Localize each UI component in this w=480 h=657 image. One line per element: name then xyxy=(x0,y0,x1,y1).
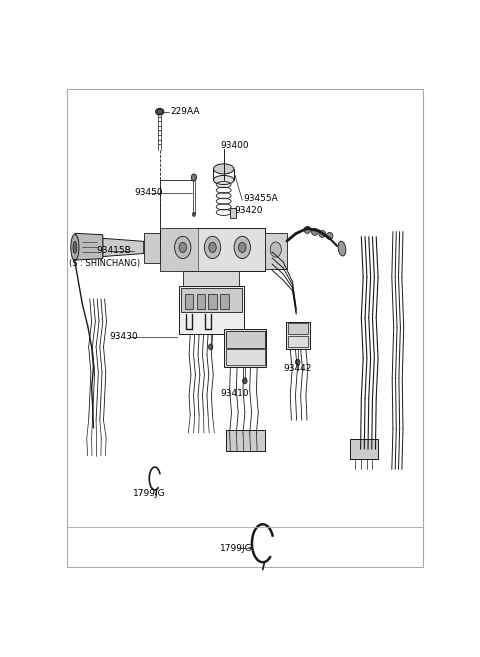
Circle shape xyxy=(179,242,186,252)
Text: 93415B: 93415B xyxy=(96,246,131,256)
Bar xyxy=(226,331,264,348)
Ellipse shape xyxy=(157,110,163,114)
Bar xyxy=(226,350,264,365)
Text: 93430: 93430 xyxy=(109,332,138,342)
Circle shape xyxy=(204,237,221,259)
Bar xyxy=(196,294,204,309)
Bar xyxy=(226,430,264,451)
Bar xyxy=(179,286,244,334)
Polygon shape xyxy=(75,233,103,260)
Bar xyxy=(224,329,266,367)
Ellipse shape xyxy=(338,241,346,256)
Text: 93450: 93450 xyxy=(134,188,163,197)
Text: 1799JG: 1799JG xyxy=(220,544,252,553)
Bar xyxy=(288,336,308,347)
Text: 93442: 93442 xyxy=(283,364,312,373)
Polygon shape xyxy=(103,238,144,256)
Ellipse shape xyxy=(71,235,79,261)
Bar xyxy=(286,322,310,350)
Polygon shape xyxy=(160,228,198,271)
Polygon shape xyxy=(183,271,239,291)
Circle shape xyxy=(175,237,191,259)
Bar xyxy=(220,294,228,309)
Circle shape xyxy=(243,378,247,384)
Ellipse shape xyxy=(156,108,164,115)
Text: 93400: 93400 xyxy=(220,141,249,150)
Bar xyxy=(208,294,216,309)
Bar xyxy=(230,208,236,218)
Circle shape xyxy=(192,212,195,216)
Polygon shape xyxy=(144,233,160,263)
Circle shape xyxy=(208,344,213,350)
Circle shape xyxy=(234,237,251,259)
Bar xyxy=(350,439,378,459)
Text: 93410: 93410 xyxy=(220,389,249,398)
Circle shape xyxy=(296,359,300,365)
Bar xyxy=(288,323,308,334)
Text: (S : SHINCHANG): (S : SHINCHANG) xyxy=(69,259,141,268)
Ellipse shape xyxy=(214,175,234,185)
Text: 1799JG: 1799JG xyxy=(132,489,165,498)
Circle shape xyxy=(209,242,216,252)
Circle shape xyxy=(192,174,196,181)
Ellipse shape xyxy=(319,231,325,237)
Text: 229AA: 229AA xyxy=(170,107,200,116)
Polygon shape xyxy=(160,228,264,271)
Bar xyxy=(181,288,242,311)
Ellipse shape xyxy=(326,233,333,239)
Circle shape xyxy=(239,242,246,252)
Bar xyxy=(185,294,193,309)
Circle shape xyxy=(270,242,281,257)
Ellipse shape xyxy=(73,241,77,254)
Text: 93420: 93420 xyxy=(234,206,263,215)
Ellipse shape xyxy=(312,229,318,235)
Polygon shape xyxy=(264,233,287,269)
Ellipse shape xyxy=(304,226,311,233)
Ellipse shape xyxy=(214,164,234,174)
Text: 93455A: 93455A xyxy=(243,194,278,203)
